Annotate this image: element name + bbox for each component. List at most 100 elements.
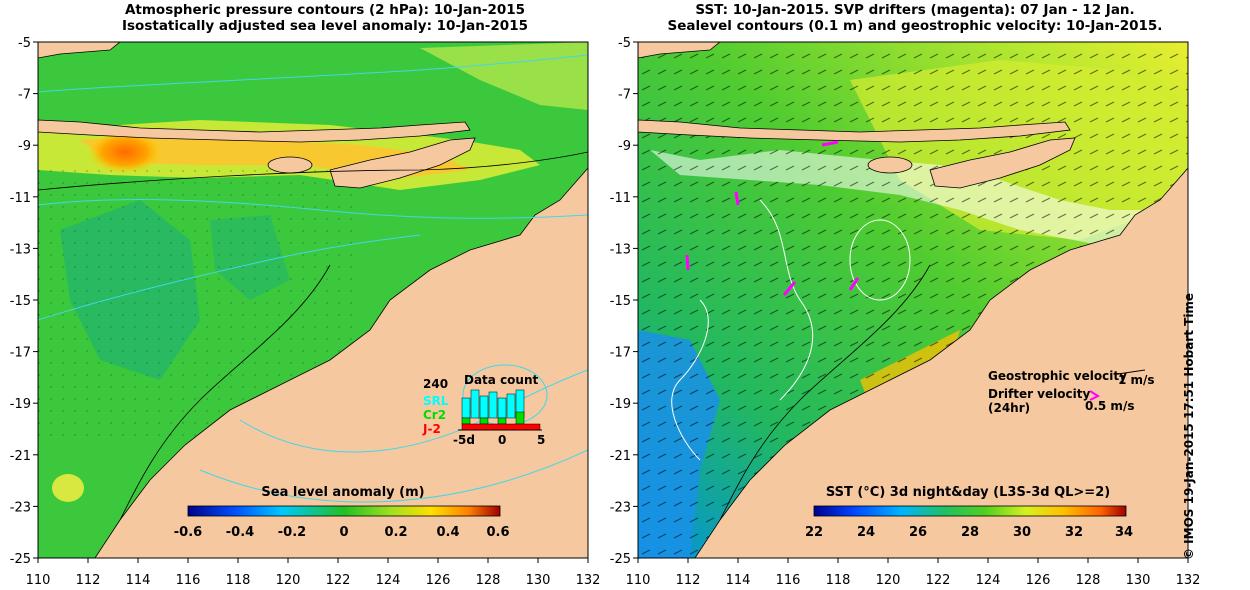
sla-tick-label: -0.4 <box>226 525 254 540</box>
sla-colorbar: Sea level anomaly (m) -0.6 -0.4 -0.2 0 0… <box>174 485 510 540</box>
left-y-tick-label: -23 <box>10 500 31 515</box>
right-y-tick-label: -11 <box>610 191 631 206</box>
series-srl-label: SRL <box>423 394 449 408</box>
data-count-inset: 240 Data count SRL Cr2 J-2 -5d 0 5 <box>422 373 545 447</box>
right-x-tick-label: 112 <box>676 573 701 588</box>
right-x-tick-label: 128 <box>1076 573 1101 588</box>
sla-tick-label: 0.2 <box>384 525 407 540</box>
geostrophic-scale-value: 1 m/s <box>1118 373 1155 387</box>
left-x-tick-label: 128 <box>476 573 501 588</box>
right-island-timor <box>929 137 1076 189</box>
right-y-tick-label: -23 <box>610 500 631 515</box>
left-x-tick-label: 132 <box>576 573 601 588</box>
left-map <box>37 41 589 559</box>
right-x-tick-label: 122 <box>926 573 951 588</box>
data-count-axis-max: 5 <box>537 433 545 447</box>
drifter-track <box>685 254 690 271</box>
drifter-scale-arrow-icon <box>1089 390 1101 401</box>
left-y-tick-label: -15 <box>10 294 31 309</box>
left-x-tick-label: 112 <box>76 573 101 588</box>
left-y-tick-label: -19 <box>10 397 31 412</box>
right-x-tick-label: 114 <box>726 573 751 588</box>
right-y-tick-label: -19 <box>610 397 631 412</box>
drifter-track <box>848 277 860 291</box>
right-x-tick-label: 132 <box>1176 573 1201 588</box>
sst-tick-label: 22 <box>805 525 823 540</box>
bar-srl-1 <box>461 397 471 419</box>
right-x-tick-label: 118 <box>826 573 851 588</box>
left-pressure-contour-5 <box>199 449 588 503</box>
sst-colorbar-tick-labels: 22 24 26 28 30 32 34 <box>805 525 1133 540</box>
right-y-tick-label: -13 <box>610 242 631 257</box>
right-y-tick-label: -25 <box>610 552 631 567</box>
bar-cr2-2 <box>479 417 489 425</box>
bar-srl-6 <box>506 393 516 419</box>
sla-tick-label: -0.6 <box>174 525 202 540</box>
right-y-tick-label: -9 <box>618 139 631 154</box>
drifter-track <box>821 140 839 147</box>
left-x-tick-label: 114 <box>126 573 151 588</box>
left-y-tick-label: -7 <box>18 88 31 103</box>
right-map <box>637 41 1189 559</box>
geostrophic-scale-arrow-icon <box>1117 369 1146 375</box>
drifter-velocity-period: (24hr) <box>988 401 1030 415</box>
left-x-tick-label: 122 <box>326 573 351 588</box>
series-cr2-label: Cr2 <box>423 408 446 422</box>
left-x-tick-label: 118 <box>226 573 251 588</box>
left-x-tick-label: 126 <box>426 573 451 588</box>
right-land-mass <box>694 167 1188 558</box>
left-x-tick-label: 116 <box>176 573 201 588</box>
left-title-line2: Isostatically adjusted sea level anomaly… <box>122 18 528 34</box>
left-yellow-spot <box>52 474 84 502</box>
sst-tick-label: 32 <box>1065 525 1083 540</box>
bar-cr2-1 <box>461 417 471 425</box>
geostrophic-velocity-label: Geostrophic velocity <box>988 369 1127 383</box>
right-island-sumba <box>867 156 913 174</box>
right-y-tick-label: -21 <box>610 449 631 464</box>
sst-tick-label: 28 <box>961 525 979 540</box>
right-sealevel-eddy <box>849 219 911 301</box>
sst-colorbar-label: SST (°C) 3d night&day (L3S-3d QL>=2) <box>826 485 1110 500</box>
right-island-chain-java <box>638 119 1071 143</box>
bar-srl-2 <box>470 389 480 419</box>
bar-srl-3 <box>479 395 489 419</box>
data-count-axis-zero: 0 <box>498 433 506 447</box>
left-x-tick-label: 124 <box>376 573 401 588</box>
drifter-track <box>734 191 740 206</box>
left-y-tick-label: -17 <box>10 346 31 361</box>
right-title-line1: SST: 10-Jan-2015. SVP drifters (magenta)… <box>695 2 1135 18</box>
right-north-land <box>638 42 721 59</box>
right-y-tick-label: -5 <box>618 36 631 51</box>
sla-tick-label: 0.6 <box>486 525 509 540</box>
right-title: SST: 10-Jan-2015. SVP drifters (magenta)… <box>650 2 1180 34</box>
right-y-tick-label: -17 <box>610 346 631 361</box>
left-y-tick-label: -13 <box>10 242 31 257</box>
right-x-tick-label: 110 <box>626 573 651 588</box>
bar-cr2-3 <box>497 417 507 425</box>
left-y-tick-label: -5 <box>18 36 31 51</box>
bar-cr2-4 <box>515 411 525 425</box>
axis-ticks: 110 112 114 116 118 120 122 124 126 128 130 132 -5 -7… <box>10 36 1201 588</box>
sst-colorbar: SST (°C) 3d night&day (L3S-3d QL>=2) 22 … <box>805 485 1133 540</box>
left-y-tick-label: -9 <box>18 139 31 154</box>
left-island-timor <box>329 137 476 189</box>
data-count-bars <box>461 389 541 431</box>
right-shelf-line <box>719 264 931 521</box>
right-x-tick-label: 120 <box>876 573 901 588</box>
left-pressure-contour-1 <box>38 54 588 93</box>
sla-tick-label: -0.2 <box>278 525 306 540</box>
series-j2-label: J-2 <box>422 422 441 436</box>
left-y-tick-label: -25 <box>10 552 31 567</box>
left-island-chain-java <box>38 119 471 143</box>
data-count-title: Data count <box>464 373 539 387</box>
sst-colorbar-gradient <box>813 505 1127 517</box>
left-land-mass <box>94 167 588 558</box>
bar-srl-4 <box>488 391 498 419</box>
left-title-line1: Atmospheric pressure contours (2 hPa): 1… <box>124 2 526 18</box>
right-y-tick-label: -7 <box>618 88 631 103</box>
sla-colorbar-tick-labels: -0.6 -0.4 -0.2 0 0.2 0.4 0.6 <box>174 525 510 540</box>
left-pressure-contour-3 <box>38 234 421 321</box>
right-sealevel-contour-1 <box>671 299 709 461</box>
drifter-velocity-label: Drifter velocity <box>988 387 1090 401</box>
sla-tick-label: 0.4 <box>436 525 459 540</box>
